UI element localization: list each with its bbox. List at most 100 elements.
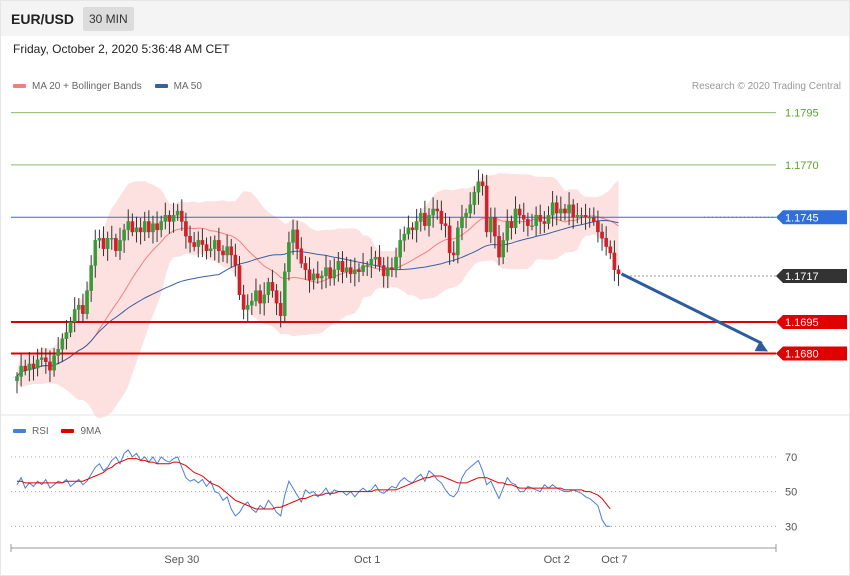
timeframe-badge[interactable]: 30 MIN: [83, 7, 134, 31]
candle-body: [68, 321, 73, 333]
chart-header: EUR/USD 30 MIN: [1, 1, 849, 36]
candle-body: [142, 221, 147, 233]
candle-body: [320, 275, 324, 279]
candle-body: [208, 248, 213, 252]
candle-body: [575, 215, 580, 218]
candle-body: [196, 240, 201, 247]
candle-body: [571, 204, 575, 218]
candle-body: [89, 265, 93, 291]
candle-body: [423, 212, 427, 226]
candle-body: [386, 267, 390, 277]
candle-body: [427, 215, 431, 226]
candle-body: [587, 217, 592, 219]
candle-body: [266, 282, 271, 295]
candle-body: [559, 208, 563, 214]
candle-body: [23, 365, 28, 371]
candle-body: [567, 204, 571, 214]
candle-body: [60, 338, 65, 350]
candle-body: [365, 265, 370, 267]
candle-body: [460, 217, 464, 228]
candle-body: [72, 309, 77, 323]
candle-body: [373, 256, 378, 260]
date-line: Friday, October 2, 2020 5:36:48 AM CET: [13, 42, 230, 56]
rsi-line: [16, 449, 611, 527]
candle-body: [270, 282, 275, 291]
candle-body: [476, 181, 481, 193]
candle-body: [291, 229, 295, 243]
candle-body: [299, 248, 304, 264]
candle-body: [497, 235, 501, 258]
candle-body: [324, 267, 328, 277]
candle-body: [122, 229, 126, 241]
candle-body: [513, 208, 518, 228]
candle-body: [118, 240, 122, 252]
candle-body: [484, 185, 489, 233]
candle-body: [604, 238, 608, 247]
candle-body: [390, 267, 394, 270]
candle-body: [439, 210, 444, 224]
candle-body: [97, 238, 102, 241]
price-tag-label: 1.1745: [785, 212, 819, 224]
candle-body: [616, 269, 621, 275]
ma20-swatch: [13, 84, 26, 89]
candle-body: [200, 240, 205, 245]
ma50-swatch: [154, 84, 168, 89]
candle-body: [105, 238, 110, 249]
candle-body: [435, 208, 440, 212]
candle-body: [538, 215, 543, 222]
candle-body: [283, 271, 287, 316]
candle-body: [81, 305, 85, 314]
candle-body: [138, 227, 143, 233]
candle-body: [377, 256, 382, 266]
candle-body: [48, 361, 52, 371]
candle-body: [225, 246, 229, 256]
candle-body: [64, 332, 69, 339]
rsi-legend-label: RSI: [32, 426, 49, 437]
main-legend: MA 20 + Bollinger Bands MA 50: [13, 81, 202, 92]
price-tag-support: [776, 346, 847, 361]
candle-body: [262, 294, 267, 304]
candle-body: [381, 265, 386, 277]
candle-body: [278, 302, 283, 316]
candle-body: [340, 261, 345, 272]
candle-body: [241, 294, 246, 310]
candle-body: [414, 221, 419, 231]
candle-body: [167, 215, 172, 222]
ma50-legend-label: MA 50: [173, 81, 202, 92]
candle-body: [443, 223, 448, 226]
candle-body: [489, 217, 493, 233]
candle-body: [147, 221, 151, 233]
candle-body: [184, 221, 188, 237]
candle-body: [237, 265, 242, 295]
candle-body: [254, 290, 258, 302]
candle-body: [101, 238, 106, 249]
candle-body: [130, 221, 135, 233]
candle-body: [56, 349, 60, 356]
ma20-legend-label: MA 20 + Bollinger Bands: [32, 81, 142, 92]
price-tag-label: 1.1695: [785, 317, 819, 329]
candle-body: [307, 269, 312, 281]
rsi-ma-swatch: [61, 429, 75, 434]
candle-body: [394, 256, 398, 270]
x-tick-label: Oct 2: [544, 554, 570, 566]
candle-body: [534, 215, 538, 226]
candle-body: [44, 357, 48, 363]
price-tag-label: 1.1680: [785, 348, 819, 360]
rsi-level-label: 30: [785, 521, 797, 533]
candle-body: [221, 250, 225, 256]
forecast-arrow-line: [620, 272, 763, 345]
rsi-level-label: 50: [785, 487, 797, 499]
candle-body: [472, 191, 477, 205]
candle-body: [451, 252, 456, 256]
candle-body: [608, 246, 613, 254]
candle-body: [179, 210, 184, 222]
candle-body: [126, 221, 131, 231]
x-tick-label: Sep 30: [164, 554, 199, 566]
candle-body: [134, 227, 139, 233]
candle-body: [85, 290, 89, 314]
candle-body: [501, 240, 505, 258]
candle-body: [361, 265, 365, 272]
candle-body: [542, 221, 547, 224]
x-tick-label: Oct 1: [354, 554, 380, 566]
candle-body: [93, 240, 98, 266]
